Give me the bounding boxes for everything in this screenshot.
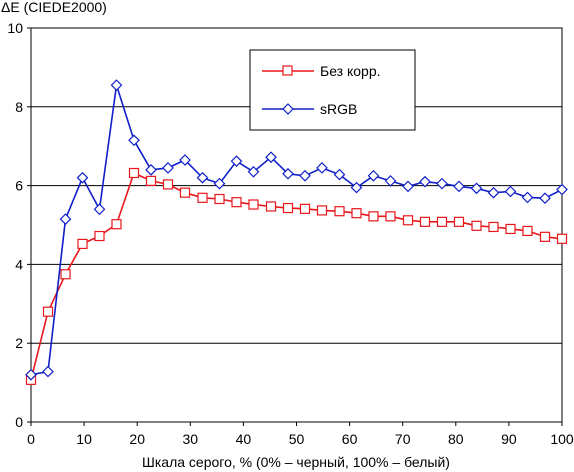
- data-point-square: [471, 220, 482, 231]
- data-point-square: [453, 216, 465, 227]
- legend-marker-bez-korr: [282, 65, 293, 76]
- data-point-square: [402, 215, 414, 226]
- data-point-diamond: [384, 175, 397, 187]
- data-point-square: [231, 197, 242, 208]
- data-point-square: [145, 175, 157, 186]
- data-point-square: [94, 230, 105, 242]
- data-point-square: [197, 192, 208, 203]
- x-axis-ticks: 0 10 20 30 40 50 60 70 80 90 100: [27, 422, 574, 447]
- data-point-diamond: [299, 169, 311, 182]
- data-point-square: [42, 306, 54, 317]
- data-point-square: [111, 219, 122, 230]
- y-tick-label: 0: [15, 414, 23, 430]
- x-tick-label: 20: [129, 431, 145, 447]
- data-point-diamond: [504, 185, 517, 198]
- data-point-square: [265, 201, 277, 212]
- data-point-square: [248, 199, 259, 210]
- data-point-square: [316, 205, 328, 216]
- data-point-diamond: [230, 155, 243, 168]
- data-point-diamond: [367, 169, 380, 182]
- data-point-diamond: [436, 177, 448, 190]
- data-point-diamond: [419, 175, 431, 188]
- data-point-diamond: [247, 165, 260, 178]
- x-tick-label: 40: [236, 431, 252, 447]
- data-point-square: [282, 202, 294, 214]
- data-point-diamond: [521, 191, 534, 204]
- data-point-diamond: [402, 180, 414, 193]
- data-point-square: [419, 216, 431, 227]
- data-point-diamond: [59, 213, 72, 225]
- x-tick-label: 30: [183, 431, 199, 447]
- x-axis-label: Шкала серого, % (0% – черный, 100% – бел…: [142, 454, 450, 470]
- data-point-diamond: [25, 368, 37, 381]
- data-point-square: [60, 269, 71, 280]
- data-point-square: [539, 231, 551, 242]
- legend: Без корр. sRGB: [249, 49, 416, 131]
- data-point-diamond: [265, 151, 277, 164]
- y-axis-ticks: 0 2 4 6 8 10: [7, 20, 31, 430]
- x-tick-label: 80: [448, 431, 464, 447]
- data-point-square: [77, 238, 88, 250]
- legend-marker-srgb: [282, 103, 294, 115]
- data-point-square: [522, 225, 533, 237]
- x-tick-label: 70: [395, 431, 411, 447]
- x-tick-label: 100: [550, 431, 574, 447]
- data-point-square: [385, 211, 396, 222]
- data-point-diamond: [179, 154, 191, 166]
- data-point-diamond: [128, 134, 140, 147]
- data-point-square: [351, 208, 362, 219]
- data-point-square: [214, 193, 225, 205]
- data-point-square: [299, 203, 311, 214]
- data-point-diamond: [350, 181, 363, 194]
- data-point-diamond: [487, 186, 500, 199]
- data-point-diamond: [110, 79, 123, 91]
- data-point-square: [128, 167, 140, 179]
- data-point-square: [556, 233, 568, 244]
- y-tick-label: 2: [15, 335, 23, 351]
- data-point-square: [162, 179, 174, 190]
- data-point-diamond: [213, 177, 226, 190]
- legend-box: [249, 49, 416, 131]
- data-point-square: [436, 216, 448, 227]
- x-tick-label: 60: [342, 431, 358, 447]
- y-tick-label: 6: [15, 178, 23, 194]
- data-point-diamond: [145, 163, 157, 176]
- data-point-square: [179, 187, 191, 198]
- x-tick-label: 0: [27, 431, 35, 447]
- data-point-diamond: [42, 365, 54, 378]
- data-point-diamond: [539, 192, 551, 205]
- data-point-diamond: [196, 171, 209, 184]
- data-point-square: [488, 221, 499, 233]
- y-tick-label: 10: [7, 20, 23, 36]
- data-point-diamond: [556, 183, 568, 196]
- data-point-diamond: [453, 180, 465, 193]
- series-group: [25, 79, 568, 385]
- data-point-diamond: [162, 162, 174, 174]
- data-point-diamond: [316, 162, 328, 174]
- y-tick-label: 4: [15, 256, 23, 272]
- data-point-square: [505, 223, 516, 235]
- x-tick-label: 90: [501, 431, 517, 447]
- x-tick-label: 10: [76, 431, 92, 447]
- data-point-diamond: [282, 167, 294, 180]
- data-point-diamond: [93, 203, 106, 216]
- y-tick-label: 8: [15, 99, 23, 115]
- legend-label-srgb: sRGB: [320, 101, 357, 117]
- data-point-diamond: [333, 168, 346, 181]
- x-tick-label: 50: [289, 431, 305, 447]
- data-point-diamond: [470, 182, 483, 195]
- y-axis-label: ΔE (CIEDE2000): [1, 0, 107, 15]
- data-point-square: [334, 206, 345, 217]
- data-point-diamond: [76, 171, 89, 184]
- data-point-square: [368, 211, 379, 222]
- legend-label-bez-korr: Без корр.: [320, 63, 381, 79]
